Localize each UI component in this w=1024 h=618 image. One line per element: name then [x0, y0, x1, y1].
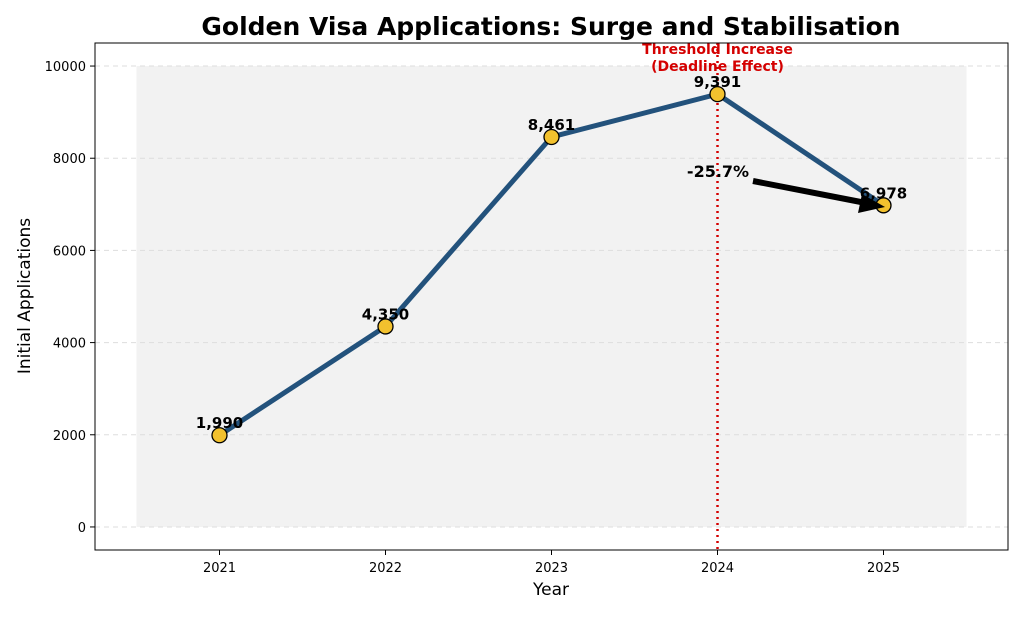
chart-title: Golden Visa Applications: Surge and Stab…	[201, 12, 900, 41]
data-label: 4,350	[362, 305, 409, 323]
data-point	[377, 318, 394, 335]
x-tick-label: 2022	[369, 561, 402, 576]
grid	[95, 65, 1008, 528]
y-tick-label: 4000	[53, 337, 86, 352]
x-tick-label: 2025	[867, 561, 900, 576]
threshold-label-line2: (Deadline Effect)	[651, 59, 784, 75]
annotation-arrow-shaft	[752, 178, 867, 206]
data-label: 1,990	[196, 414, 243, 432]
change-annotation: -25.7%	[687, 162, 885, 213]
x-tick-label: 2021	[203, 561, 236, 576]
x-tick-label: 2023	[535, 561, 568, 576]
x-axis-label: Year	[532, 580, 569, 600]
data-label: 6,978	[860, 184, 907, 202]
annotation-arrow-head	[858, 194, 885, 213]
y-tick-label: 6000	[53, 244, 86, 259]
data-point	[211, 427, 228, 444]
data-label: 9,391	[694, 73, 741, 91]
y-ticks: 0 2000 4000 6000 8000 10000	[45, 60, 95, 536]
data-labels: 1,990 4,350 8,461 9,391 6,978	[196, 73, 907, 432]
y-tick-label: 0	[78, 521, 86, 536]
y-tick-label: 2000	[53, 429, 86, 444]
threshold-label-line1: Threshold Increase	[642, 42, 793, 58]
x-tick-label: 2024	[701, 561, 734, 576]
data-label: 8,461	[528, 116, 575, 134]
data-point	[709, 85, 726, 103]
axes-frame	[94, 42, 1009, 551]
data-point	[543, 128, 560, 146]
y-tick-label: 8000	[53, 152, 86, 167]
annotation-text: -25.7%	[687, 162, 749, 181]
y-tick-label: 10000	[45, 60, 86, 75]
x-ticks: 2021 2022 2023 2024 2025	[203, 550, 900, 576]
data-points	[211, 85, 892, 444]
y-axis-label: Initial Applications	[15, 218, 35, 374]
